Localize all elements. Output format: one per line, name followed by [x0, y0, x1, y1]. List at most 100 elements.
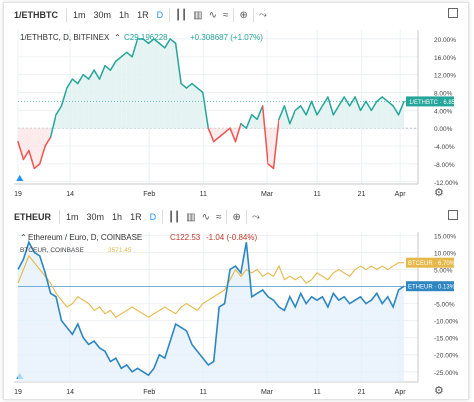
tradingview-logo-icon: ⛰ [16, 173, 24, 183]
toolbar-divider [59, 210, 61, 224]
toolbar-divider [226, 210, 228, 224]
series-line-segment [142, 38, 150, 45]
series-line-segment [365, 100, 373, 112]
symbol-label[interactable]: 1/ETHBTC [14, 10, 59, 20]
toolbar-bottom: ETHEUR 1m 30m 1h 1R D ┃┃ ▥ ∿ ≈ ⊕ ⤳ [6, 206, 466, 228]
area-fill-segment [197, 88, 203, 129]
series-line-segment [125, 51, 133, 58]
indicators-icon[interactable]: ⤳ [258, 9, 267, 21]
line-chart-icon[interactable]: ∿ [208, 9, 217, 21]
legend-title: 1/ETHBTC, D, BITFINEX [20, 33, 110, 42]
legend-chevron-icon: ⌃ [20, 233, 27, 242]
series-line-segment [267, 163, 275, 170]
area-fill-segment [61, 88, 67, 129]
area-fill-segment [387, 101, 394, 129]
x-tick-label: Apr [395, 191, 407, 198]
interval-1r[interactable]: 1R [137, 10, 149, 20]
area-fill-segment [382, 96, 388, 129]
toolbar-divider [162, 210, 164, 224]
add-compare-icon[interactable]: ⊕ [239, 9, 248, 21]
interval-1m[interactable]: 1m [73, 10, 86, 20]
candles-icon[interactable]: ┃┃ [168, 211, 181, 223]
series-line-segment [158, 42, 166, 49]
series-line-segment [261, 105, 269, 165]
x-tick-label: Apr [395, 389, 407, 396]
x-tick-label: Feb [143, 389, 155, 396]
y-tick-label: -12.00% [434, 180, 458, 187]
interval-1h[interactable]: 1h [119, 10, 130, 20]
chart-area-ethbtc[interactable]: 20.00% 16.00% 12.00% 8.00% 4.00% 0.00% -4.00% -… [6, 26, 466, 200]
maximize-icon[interactable] [448, 210, 458, 220]
legend2-value: 3571.45 [108, 247, 132, 254]
series-line-segment [153, 38, 161, 45]
area-fill-segment [77, 74, 84, 129]
series-line-segment [370, 100, 378, 112]
toolbar-divider [252, 8, 254, 22]
bars-icon[interactable]: ▥ [186, 211, 196, 223]
area-chart-icon[interactable]: ≈ [215, 211, 222, 223]
y-tick-label: 0.00% [434, 126, 453, 133]
series-line-segment [338, 96, 345, 107]
series-line-segment [207, 127, 215, 143]
interval-1r[interactable]: 1R [130, 212, 142, 222]
chart-area-etheur[interactable]: 15.00%10.00%5.00%0.00%-5.00%-10.00%-15.0… [6, 228, 466, 398]
series-line-segment [33, 163, 41, 170]
interval-30m[interactable]: 30m [86, 212, 105, 222]
x-tick-label: 14 [66, 191, 74, 198]
series-line-segment [71, 78, 79, 85]
y-tick-label: 12.00% [434, 73, 456, 80]
area-fill-segment [317, 105, 323, 129]
area-fill-segment [137, 38, 144, 129]
series-line-segment [332, 105, 340, 116]
y-tick-label: -20.00% [434, 353, 458, 360]
toolbar-divider [169, 8, 171, 22]
interval-d[interactable]: D [156, 10, 164, 20]
interval-30m[interactable]: 30m [93, 10, 112, 20]
series-line-segment [22, 149, 30, 161]
series-line-segment [60, 87, 68, 107]
add-compare-icon[interactable]: ⊕ [232, 211, 241, 223]
price-tag [406, 96, 454, 107]
series-line-segment [180, 82, 188, 89]
candles-icon[interactable]: ┃┃ [175, 9, 188, 21]
series-line-segment [354, 96, 362, 112]
series-line-segment [218, 131, 226, 138]
series-line-segment [44, 136, 52, 147]
area-fill-segment [39, 128, 46, 164]
area-fill-segment [72, 79, 78, 129]
series-line-segment [82, 73, 90, 80]
series-line-segment [109, 60, 117, 71]
bars-icon[interactable]: ▥ [193, 9, 203, 21]
line-chart-icon[interactable]: ∿ [201, 211, 210, 223]
eth-area-fill [18, 242, 404, 382]
series-line-segment [223, 127, 231, 134]
legend-change: -1.04 (-0.84%) [206, 233, 257, 242]
indicators-icon[interactable]: ⤳ [251, 211, 260, 223]
area-fill-segment [148, 38, 154, 129]
price-tag-label: 1/ETHBTC · 6.85% [409, 100, 461, 106]
maximize-icon[interactable] [448, 8, 458, 18]
y-tick-label: 8.00% [434, 90, 453, 97]
y-tick-label: 15.00% [434, 233, 456, 240]
symbol-label[interactable]: ETHEUR [14, 212, 52, 222]
area-fill-segment [327, 96, 334, 129]
series-line-segment [327, 96, 335, 116]
interval-1h[interactable]: 1h [112, 212, 123, 222]
area-fill-segment [115, 56, 122, 129]
interval-d[interactable]: D [149, 212, 157, 222]
eth-series-line [17, 240, 405, 377]
eth-price-tag-label: ETHEUR · 0.13% [408, 285, 456, 291]
legend-price: C29.196228 [124, 33, 168, 42]
series-line-segment [104, 64, 112, 71]
series-line-segment [256, 105, 264, 121]
area-fill-segment [132, 38, 138, 129]
area-chart-icon[interactable]: ≈ [222, 9, 229, 21]
area-fill-segment [306, 101, 312, 129]
interval-1m[interactable]: 1m [66, 212, 79, 222]
legend-title: Ethereum / Euro, D, COINBASE [28, 233, 142, 242]
area-fill-segment [56, 105, 62, 129]
series-line-segment [98, 64, 106, 80]
x-tick-label: 11 [314, 389, 321, 396]
series-line-segment [392, 105, 400, 116]
